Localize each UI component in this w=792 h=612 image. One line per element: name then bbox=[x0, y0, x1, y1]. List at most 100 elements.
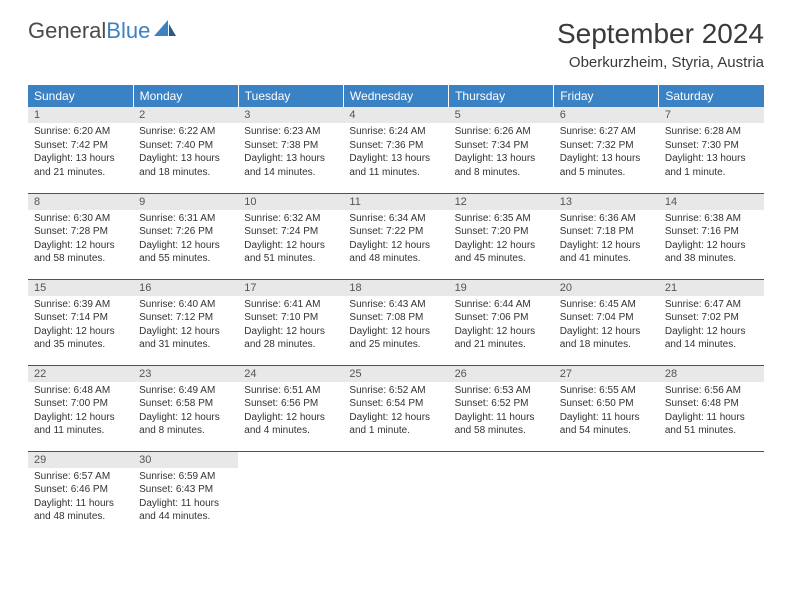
logo: GeneralBlue bbox=[28, 18, 176, 44]
day-details: Sunrise: 6:38 AMSunset: 7:16 PMDaylight:… bbox=[659, 210, 764, 270]
day-number: 4 bbox=[343, 107, 448, 123]
calendar-cell: 22Sunrise: 6:48 AMSunset: 7:00 PMDayligh… bbox=[28, 365, 133, 451]
calendar-cell: 4Sunrise: 6:24 AMSunset: 7:36 PMDaylight… bbox=[343, 107, 448, 193]
day-number: 22 bbox=[28, 366, 133, 382]
day-details: Sunrise: 6:27 AMSunset: 7:32 PMDaylight:… bbox=[554, 123, 659, 183]
calendar-cell bbox=[659, 451, 764, 537]
weekday-header: Thursday bbox=[449, 85, 554, 107]
day-number: 29 bbox=[28, 452, 133, 468]
day-number: 19 bbox=[449, 280, 554, 296]
day-details: Sunrise: 6:20 AMSunset: 7:42 PMDaylight:… bbox=[28, 123, 133, 183]
day-number: 17 bbox=[238, 280, 343, 296]
calendar-row: 8Sunrise: 6:30 AMSunset: 7:28 PMDaylight… bbox=[28, 193, 764, 279]
day-details: Sunrise: 6:28 AMSunset: 7:30 PMDaylight:… bbox=[659, 123, 764, 183]
weekday-header: Sunday bbox=[28, 85, 133, 107]
month-title: September 2024 bbox=[557, 18, 764, 50]
calendar-cell bbox=[238, 451, 343, 537]
day-number: 21 bbox=[659, 280, 764, 296]
calendar-body: 1Sunrise: 6:20 AMSunset: 7:42 PMDaylight… bbox=[28, 107, 764, 537]
calendar-cell: 9Sunrise: 6:31 AMSunset: 7:26 PMDaylight… bbox=[133, 193, 238, 279]
day-number: 2 bbox=[133, 107, 238, 123]
day-details: Sunrise: 6:36 AMSunset: 7:18 PMDaylight:… bbox=[554, 210, 659, 270]
day-number: 12 bbox=[449, 194, 554, 210]
day-number: 24 bbox=[238, 366, 343, 382]
day-details: Sunrise: 6:40 AMSunset: 7:12 PMDaylight:… bbox=[133, 296, 238, 356]
calendar-cell: 24Sunrise: 6:51 AMSunset: 6:56 PMDayligh… bbox=[238, 365, 343, 451]
day-number: 25 bbox=[343, 366, 448, 382]
calendar-cell: 1Sunrise: 6:20 AMSunset: 7:42 PMDaylight… bbox=[28, 107, 133, 193]
calendar-cell: 20Sunrise: 6:45 AMSunset: 7:04 PMDayligh… bbox=[554, 279, 659, 365]
day-details: Sunrise: 6:59 AMSunset: 6:43 PMDaylight:… bbox=[133, 468, 238, 528]
calendar-cell: 30Sunrise: 6:59 AMSunset: 6:43 PMDayligh… bbox=[133, 451, 238, 537]
calendar-cell: 2Sunrise: 6:22 AMSunset: 7:40 PMDaylight… bbox=[133, 107, 238, 193]
day-number: 1 bbox=[28, 107, 133, 123]
calendar-cell: 12Sunrise: 6:35 AMSunset: 7:20 PMDayligh… bbox=[449, 193, 554, 279]
logo-text-general: General bbox=[28, 18, 106, 44]
calendar-cell bbox=[554, 451, 659, 537]
day-details: Sunrise: 6:32 AMSunset: 7:24 PMDaylight:… bbox=[238, 210, 343, 270]
calendar-cell: 6Sunrise: 6:27 AMSunset: 7:32 PMDaylight… bbox=[554, 107, 659, 193]
title-block: September 2024 Oberkurzheim, Styria, Aus… bbox=[557, 18, 764, 71]
day-details: Sunrise: 6:23 AMSunset: 7:38 PMDaylight:… bbox=[238, 123, 343, 183]
calendar-cell: 26Sunrise: 6:53 AMSunset: 6:52 PMDayligh… bbox=[449, 365, 554, 451]
day-details: Sunrise: 6:55 AMSunset: 6:50 PMDaylight:… bbox=[554, 382, 659, 442]
day-details: Sunrise: 6:31 AMSunset: 7:26 PMDaylight:… bbox=[133, 210, 238, 270]
day-number: 20 bbox=[554, 280, 659, 296]
calendar-cell: 23Sunrise: 6:49 AMSunset: 6:58 PMDayligh… bbox=[133, 365, 238, 451]
day-details: Sunrise: 6:44 AMSunset: 7:06 PMDaylight:… bbox=[449, 296, 554, 356]
day-details: Sunrise: 6:34 AMSunset: 7:22 PMDaylight:… bbox=[343, 210, 448, 270]
day-details: Sunrise: 6:30 AMSunset: 7:28 PMDaylight:… bbox=[28, 210, 133, 270]
weekday-header: Saturday bbox=[659, 85, 764, 107]
day-details: Sunrise: 6:35 AMSunset: 7:20 PMDaylight:… bbox=[449, 210, 554, 270]
calendar-cell: 5Sunrise: 6:26 AMSunset: 7:34 PMDaylight… bbox=[449, 107, 554, 193]
calendar-cell: 8Sunrise: 6:30 AMSunset: 7:28 PMDaylight… bbox=[28, 193, 133, 279]
day-details: Sunrise: 6:51 AMSunset: 6:56 PMDaylight:… bbox=[238, 382, 343, 442]
day-number: 14 bbox=[659, 194, 764, 210]
calendar-cell: 16Sunrise: 6:40 AMSunset: 7:12 PMDayligh… bbox=[133, 279, 238, 365]
calendar-cell: 25Sunrise: 6:52 AMSunset: 6:54 PMDayligh… bbox=[343, 365, 448, 451]
weekday-header: Monday bbox=[133, 85, 238, 107]
location: Oberkurzheim, Styria, Austria bbox=[557, 54, 764, 71]
calendar-cell: 15Sunrise: 6:39 AMSunset: 7:14 PMDayligh… bbox=[28, 279, 133, 365]
calendar-cell: 29Sunrise: 6:57 AMSunset: 6:46 PMDayligh… bbox=[28, 451, 133, 537]
sail-icon bbox=[154, 18, 176, 44]
header: GeneralBlue September 2024 Oberkurzheim,… bbox=[0, 0, 792, 79]
day-details: Sunrise: 6:52 AMSunset: 6:54 PMDaylight:… bbox=[343, 382, 448, 442]
day-details: Sunrise: 6:53 AMSunset: 6:52 PMDaylight:… bbox=[449, 382, 554, 442]
day-details: Sunrise: 6:47 AMSunset: 7:02 PMDaylight:… bbox=[659, 296, 764, 356]
calendar-cell: 28Sunrise: 6:56 AMSunset: 6:48 PMDayligh… bbox=[659, 365, 764, 451]
day-details: Sunrise: 6:45 AMSunset: 7:04 PMDaylight:… bbox=[554, 296, 659, 356]
calendar-row: 1Sunrise: 6:20 AMSunset: 7:42 PMDaylight… bbox=[28, 107, 764, 193]
day-number: 23 bbox=[133, 366, 238, 382]
day-number: 13 bbox=[554, 194, 659, 210]
weekday-header: Friday bbox=[554, 85, 659, 107]
day-details: Sunrise: 6:22 AMSunset: 7:40 PMDaylight:… bbox=[133, 123, 238, 183]
weekday-header: Wednesday bbox=[343, 85, 448, 107]
day-details: Sunrise: 6:49 AMSunset: 6:58 PMDaylight:… bbox=[133, 382, 238, 442]
calendar-cell: 27Sunrise: 6:55 AMSunset: 6:50 PMDayligh… bbox=[554, 365, 659, 451]
day-number: 3 bbox=[238, 107, 343, 123]
calendar-table: Sunday Monday Tuesday Wednesday Thursday… bbox=[28, 85, 764, 537]
calendar-cell: 3Sunrise: 6:23 AMSunset: 7:38 PMDaylight… bbox=[238, 107, 343, 193]
calendar-cell: 18Sunrise: 6:43 AMSunset: 7:08 PMDayligh… bbox=[343, 279, 448, 365]
day-number: 7 bbox=[659, 107, 764, 123]
calendar-row: 29Sunrise: 6:57 AMSunset: 6:46 PMDayligh… bbox=[28, 451, 764, 537]
calendar-cell: 11Sunrise: 6:34 AMSunset: 7:22 PMDayligh… bbox=[343, 193, 448, 279]
day-number: 5 bbox=[449, 107, 554, 123]
calendar-cell bbox=[449, 451, 554, 537]
day-number: 28 bbox=[659, 366, 764, 382]
day-details: Sunrise: 6:57 AMSunset: 6:46 PMDaylight:… bbox=[28, 468, 133, 528]
day-details: Sunrise: 6:43 AMSunset: 7:08 PMDaylight:… bbox=[343, 296, 448, 356]
day-details: Sunrise: 6:39 AMSunset: 7:14 PMDaylight:… bbox=[28, 296, 133, 356]
day-details: Sunrise: 6:41 AMSunset: 7:10 PMDaylight:… bbox=[238, 296, 343, 356]
day-number: 30 bbox=[133, 452, 238, 468]
day-number: 27 bbox=[554, 366, 659, 382]
day-number: 9 bbox=[133, 194, 238, 210]
calendar-cell: 19Sunrise: 6:44 AMSunset: 7:06 PMDayligh… bbox=[449, 279, 554, 365]
day-number: 6 bbox=[554, 107, 659, 123]
day-number: 18 bbox=[343, 280, 448, 296]
weekday-header: Tuesday bbox=[238, 85, 343, 107]
calendar-row: 15Sunrise: 6:39 AMSunset: 7:14 PMDayligh… bbox=[28, 279, 764, 365]
calendar-cell: 7Sunrise: 6:28 AMSunset: 7:30 PMDaylight… bbox=[659, 107, 764, 193]
calendar-cell: 14Sunrise: 6:38 AMSunset: 7:16 PMDayligh… bbox=[659, 193, 764, 279]
